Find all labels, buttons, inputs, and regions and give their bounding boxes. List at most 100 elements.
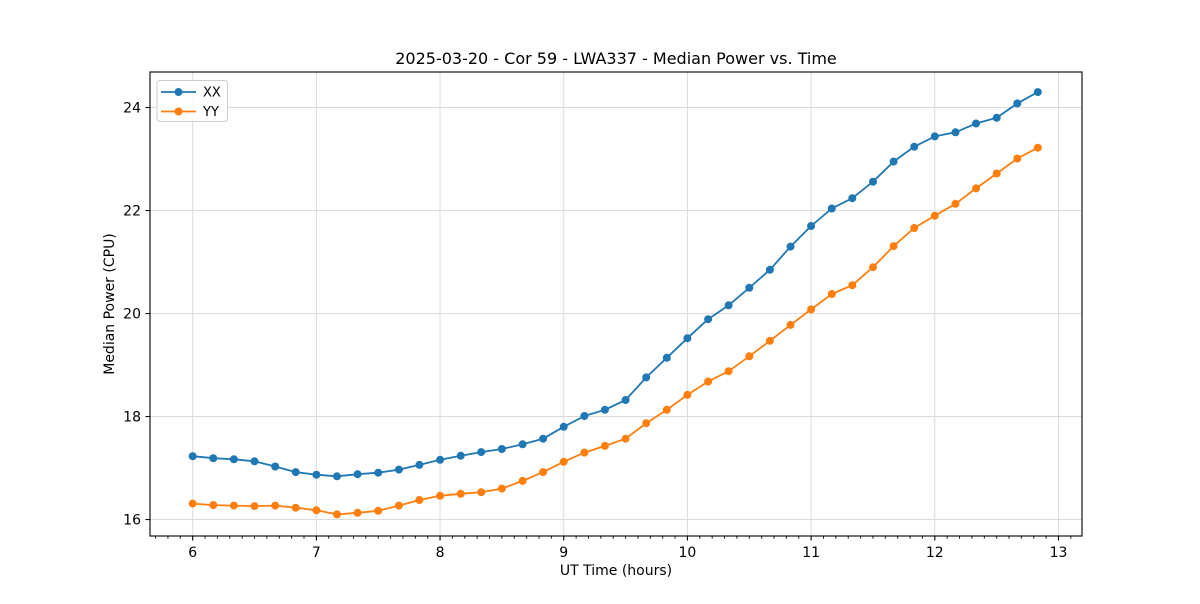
data-point-yy bbox=[1013, 154, 1022, 163]
data-point-yy bbox=[704, 377, 713, 386]
data-point-yy bbox=[374, 506, 383, 515]
data-point-yy bbox=[250, 502, 259, 511]
data-point-yy bbox=[786, 320, 795, 329]
data-point-yy bbox=[539, 468, 548, 477]
data-point-xx bbox=[786, 242, 795, 251]
data-point-xx bbox=[374, 468, 383, 477]
data-point-yy bbox=[972, 184, 980, 193]
data-point-xx bbox=[1013, 99, 1022, 108]
data-point-xx bbox=[456, 451, 465, 460]
data-point-yy bbox=[992, 169, 1001, 178]
legend: XX YY bbox=[156, 80, 228, 122]
data-point-xx bbox=[848, 194, 857, 203]
data-point-xx bbox=[539, 434, 548, 443]
y-axis-label: Median Power (CPU) bbox=[102, 233, 118, 375]
data-point-yy bbox=[683, 390, 692, 399]
data-point-yy bbox=[477, 488, 486, 497]
data-point-xx bbox=[869, 177, 877, 186]
data-point-xx bbox=[518, 440, 527, 449]
data-point-xx bbox=[951, 128, 960, 137]
data-point-yy bbox=[765, 336, 774, 345]
legend-label-xx: XX bbox=[203, 86, 221, 101]
data-point-xx bbox=[972, 119, 980, 128]
data-point-xx bbox=[683, 334, 692, 343]
x-tick-label: 9 bbox=[559, 545, 568, 561]
data-point-yy bbox=[724, 367, 733, 376]
legend-label-yy: YY bbox=[202, 105, 219, 120]
data-point-xx bbox=[600, 405, 609, 414]
data-point-xx bbox=[559, 422, 568, 431]
data-point-xx bbox=[394, 465, 403, 474]
data-point-xx bbox=[271, 462, 280, 471]
y-tick-label: 16 bbox=[123, 513, 141, 529]
data-point-yy bbox=[951, 199, 960, 208]
legend-marker-yy bbox=[174, 107, 183, 116]
data-point-yy bbox=[291, 503, 300, 512]
y-tick-label: 18 bbox=[123, 410, 141, 426]
x-tick-label: 10 bbox=[679, 545, 697, 561]
plot-border bbox=[149, 71, 1083, 537]
data-point-yy bbox=[518, 476, 527, 485]
data-point-xx bbox=[704, 315, 713, 324]
legend-marker-xx bbox=[174, 88, 183, 96]
data-point-yy bbox=[745, 352, 754, 361]
data-point-xx bbox=[188, 452, 197, 461]
data-point-yy bbox=[394, 501, 403, 510]
data-point-xx bbox=[642, 373, 651, 382]
y-tick-label: 22 bbox=[123, 204, 141, 220]
data-point-yy bbox=[1033, 143, 1042, 152]
tick-layer: 6 7 8 9 10 11 12 13 16 18 20 22 24 bbox=[123, 101, 1072, 561]
series-layer bbox=[188, 88, 1042, 519]
data-point-xx bbox=[291, 468, 300, 477]
data-point-yy bbox=[229, 501, 238, 510]
data-point-xx bbox=[333, 472, 341, 481]
data-point-xx bbox=[436, 455, 445, 464]
data-point-yy bbox=[353, 508, 362, 517]
data-point-xx bbox=[930, 132, 939, 141]
y-tick-label: 20 bbox=[123, 307, 141, 323]
series-line-xx bbox=[192, 91, 1039, 478]
x-tick-label: 7 bbox=[312, 545, 321, 561]
data-point-yy bbox=[889, 242, 898, 251]
data-point-yy bbox=[559, 457, 568, 466]
data-point-yy bbox=[497, 484, 506, 493]
data-point-xx bbox=[765, 265, 774, 274]
data-point-xx bbox=[724, 301, 733, 310]
data-point-yy bbox=[910, 224, 919, 232]
data-point-xx bbox=[662, 353, 671, 362]
x-tick-label: 8 bbox=[436, 545, 445, 561]
data-point-xx bbox=[910, 142, 919, 151]
data-point-yy bbox=[642, 419, 651, 428]
data-point-yy bbox=[312, 506, 321, 515]
data-point-xx bbox=[415, 460, 424, 469]
data-point-xx bbox=[497, 445, 506, 453]
data-point-yy bbox=[600, 441, 609, 450]
x-axis-label: UT Time (hours) bbox=[560, 563, 672, 579]
data-point-yy bbox=[436, 491, 445, 500]
data-point-xx bbox=[250, 457, 259, 466]
data-point-xx bbox=[477, 448, 486, 457]
data-point-yy bbox=[930, 211, 939, 220]
x-tick-label: 11 bbox=[802, 545, 820, 561]
data-point-xx bbox=[312, 470, 321, 479]
data-point-yy bbox=[662, 405, 671, 414]
data-point-xx bbox=[353, 470, 362, 479]
data-point-xx bbox=[229, 455, 238, 464]
data-point-yy bbox=[621, 434, 630, 443]
x-tick-label: 13 bbox=[1050, 545, 1068, 561]
data-point-xx bbox=[580, 412, 589, 420]
data-point-xx bbox=[889, 157, 898, 166]
data-point-yy bbox=[333, 510, 341, 519]
data-point-yy bbox=[807, 305, 816, 314]
data-point-xx bbox=[992, 113, 1001, 122]
series-line-yy bbox=[192, 146, 1039, 516]
x-tick-label: 12 bbox=[926, 545, 944, 561]
data-point-yy bbox=[209, 501, 218, 510]
data-point-xx bbox=[807, 222, 816, 230]
data-point-yy bbox=[415, 496, 424, 504]
data-point-yy bbox=[188, 499, 197, 508]
data-point-xx bbox=[621, 396, 630, 404]
data-point-yy bbox=[271, 501, 280, 510]
